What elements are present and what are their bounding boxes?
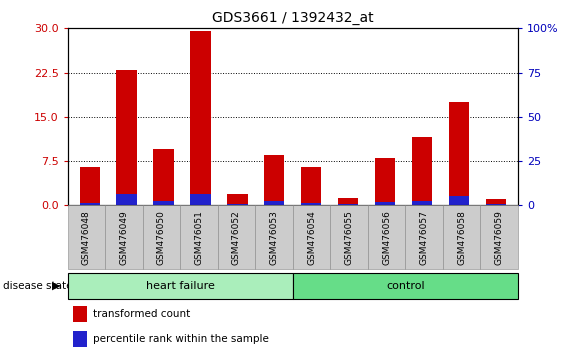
Text: GSM476053: GSM476053	[270, 210, 279, 265]
Bar	[153, 201, 174, 205]
Text: disease state: disease state	[3, 281, 72, 291]
Bar	[375, 202, 395, 205]
Bar	[153, 149, 174, 205]
Bar	[227, 194, 248, 205]
Text: percentile rank within the sample: percentile rank within the sample	[93, 334, 269, 344]
Text: transformed count: transformed count	[93, 309, 190, 319]
Text: GSM476051: GSM476051	[194, 210, 203, 265]
Text: GSM476055: GSM476055	[345, 210, 354, 265]
Bar	[264, 155, 284, 205]
Bar	[117, 70, 137, 205]
Bar	[449, 195, 469, 205]
Bar	[79, 203, 100, 205]
Text: GSM476052: GSM476052	[232, 210, 241, 264]
Text: GSM476059: GSM476059	[495, 210, 504, 265]
Bar	[190, 194, 211, 205]
Text: GSM476058: GSM476058	[457, 210, 466, 265]
Bar	[412, 137, 432, 205]
Bar	[375, 158, 395, 205]
Bar	[449, 102, 469, 205]
Text: ▶: ▶	[52, 281, 61, 291]
Text: GSM476050: GSM476050	[157, 210, 166, 265]
Text: GSM476048: GSM476048	[82, 210, 91, 264]
Text: GSM476054: GSM476054	[307, 210, 316, 264]
Title: GDS3661 / 1392432_at: GDS3661 / 1392432_at	[212, 11, 374, 24]
Text: GSM476057: GSM476057	[419, 210, 428, 265]
Bar	[412, 201, 432, 205]
Bar	[190, 31, 211, 205]
Bar	[338, 204, 358, 205]
Bar	[301, 203, 321, 205]
Text: heart failure: heart failure	[146, 281, 215, 291]
Bar	[338, 198, 358, 205]
Bar	[79, 167, 100, 205]
Bar	[117, 194, 137, 205]
Bar	[301, 167, 321, 205]
Text: GSM476049: GSM476049	[119, 210, 128, 264]
Bar	[264, 201, 284, 205]
Text: control: control	[386, 281, 425, 291]
Text: GSM476056: GSM476056	[382, 210, 391, 265]
Bar	[486, 199, 506, 205]
